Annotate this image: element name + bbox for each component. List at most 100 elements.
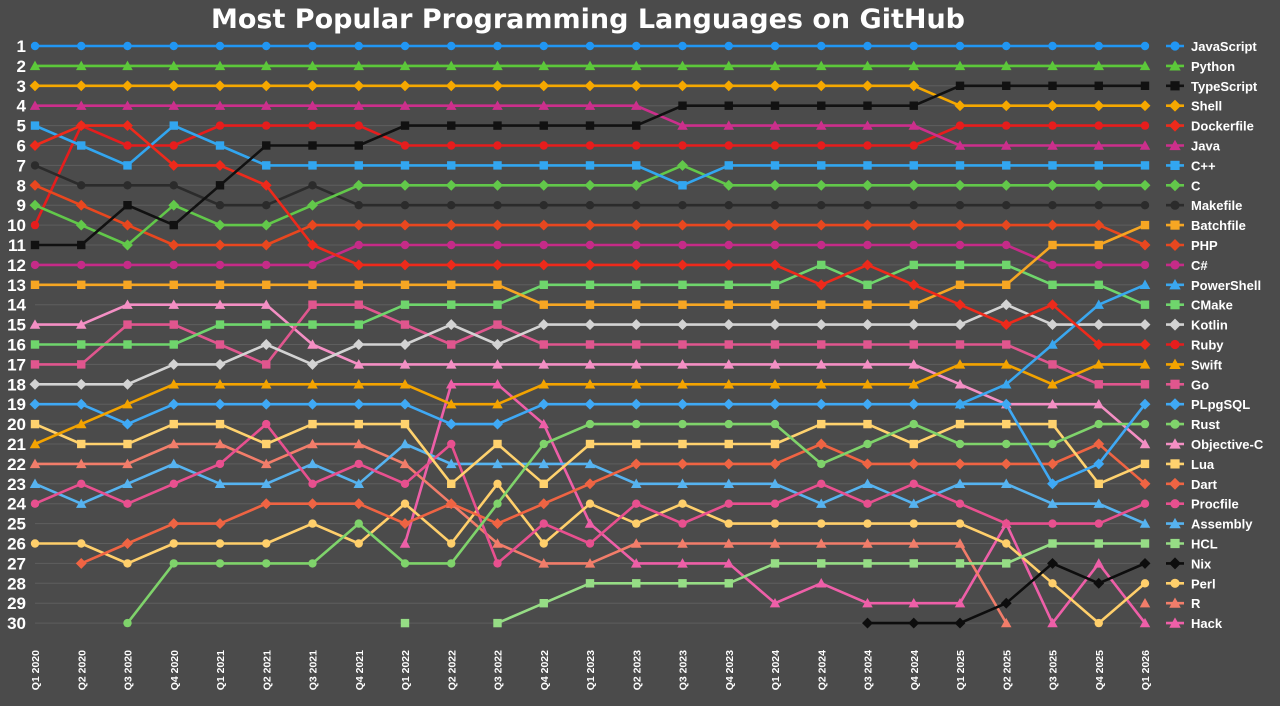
data-point	[954, 398, 966, 409]
data-point	[1094, 618, 1103, 628]
data-point	[909, 161, 918, 170]
data-point	[122, 120, 133, 132]
data-point	[29, 319, 41, 329]
data-point	[447, 479, 456, 488]
quarter-tick-label: Q1 2022	[400, 650, 412, 690]
data-point	[354, 459, 363, 469]
data-point	[724, 101, 733, 110]
quarter-tick-label: Q4 2021	[354, 650, 366, 690]
series-kotlin	[29, 299, 1151, 390]
data-point	[447, 141, 456, 150]
data-point	[724, 280, 733, 289]
quarter-tick-label: Q2 2020	[76, 650, 88, 690]
data-point	[770, 340, 780, 349]
data-point	[308, 300, 317, 309]
data-point	[538, 418, 549, 429]
data-point	[539, 41, 548, 51]
legend-label: Batchfile	[1191, 218, 1246, 233]
rank-tick-label: 22	[7, 455, 26, 474]
data-point	[954, 60, 966, 71]
data-point	[1094, 380, 1103, 389]
data-point	[817, 240, 826, 250]
data-point	[307, 100, 318, 110]
data-point	[677, 359, 688, 369]
data-point	[75, 80, 87, 92]
data-point	[169, 320, 178, 329]
data-point	[75, 199, 87, 211]
series-r	[29, 438, 1151, 628]
data-point	[1140, 201, 1150, 210]
data-point	[723, 219, 735, 231]
data-point	[909, 419, 918, 429]
data-point	[1002, 260, 1011, 270]
data-point	[585, 280, 595, 289]
data-point	[1047, 478, 1058, 490]
data-point	[261, 478, 272, 488]
legend-marker	[1169, 597, 1181, 608]
data-point	[492, 100, 503, 110]
data-point	[1001, 617, 1012, 628]
data-point	[539, 240, 548, 250]
data-point	[262, 419, 271, 429]
legend-marker	[1170, 379, 1180, 389]
data-point	[123, 260, 132, 270]
data-point	[215, 121, 225, 130]
data-point	[909, 340, 918, 349]
data-point	[955, 559, 965, 568]
legend-label: Shell	[1191, 99, 1222, 114]
data-point	[353, 498, 365, 510]
data-point	[954, 179, 966, 191]
data-point	[908, 617, 920, 629]
legend-label: HCL	[1191, 537, 1218, 552]
legend-marker	[1169, 477, 1181, 490]
data-point	[862, 538, 873, 548]
data-point	[817, 459, 826, 469]
data-point	[215, 41, 225, 51]
data-point	[1139, 359, 1151, 369]
legend-item-ruby: Ruby	[1166, 338, 1224, 353]
quarter-tick-label: Q2 2023	[631, 650, 643, 690]
data-point	[169, 260, 178, 270]
data-point	[584, 398, 596, 410]
data-point	[1047, 458, 1058, 470]
data-point	[723, 179, 735, 191]
data-point	[817, 340, 826, 349]
series-rust	[123, 419, 1150, 628]
data-point	[862, 319, 873, 331]
data-point	[123, 559, 132, 568]
data-point	[678, 439, 687, 449]
data-point	[399, 259, 411, 271]
data-point	[169, 141, 178, 150]
data-point	[30, 419, 40, 429]
data-point	[122, 478, 133, 488]
data-point	[77, 439, 86, 449]
data-point	[447, 41, 456, 51]
data-point	[677, 159, 688, 171]
data-point	[353, 259, 365, 271]
data-point	[493, 161, 502, 170]
data-point	[214, 80, 226, 92]
data-point	[770, 499, 780, 508]
data-point	[123, 320, 132, 329]
legend-marker	[1170, 538, 1180, 549]
quarter-tick-label: Q3 2025	[1048, 650, 1060, 690]
legend-item-dockerfile: Dockerfile	[1166, 119, 1254, 134]
quarter-tick-label: Q1 2023	[585, 650, 597, 690]
data-point	[353, 80, 365, 92]
data-point	[1094, 41, 1103, 51]
data-point	[538, 219, 550, 231]
data-point	[863, 41, 872, 51]
data-point	[724, 340, 733, 349]
data-point	[354, 280, 363, 289]
data-point	[630, 398, 642, 410]
rank-tick-label: 12	[7, 256, 26, 275]
data-point	[631, 538, 642, 548]
data-point	[1094, 479, 1103, 488]
rank-tick-label: 13	[7, 276, 26, 295]
data-point	[354, 161, 363, 170]
data-point	[1094, 419, 1103, 429]
series-python	[29, 60, 1151, 71]
data-point	[769, 319, 781, 331]
data-point	[1093, 339, 1105, 350]
data-point	[260, 498, 272, 510]
